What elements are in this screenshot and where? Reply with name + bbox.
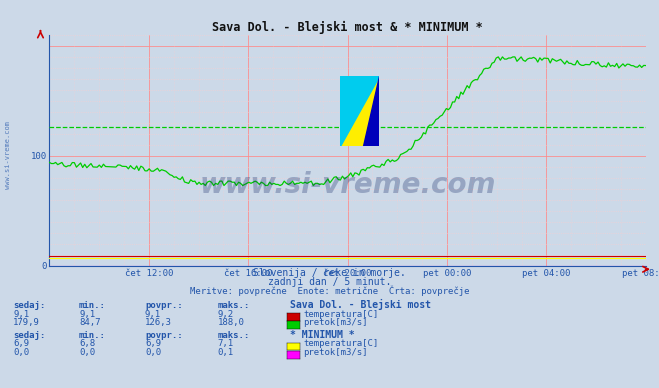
Text: 0,0: 0,0 [13, 348, 29, 357]
Polygon shape [363, 76, 379, 146]
Text: 0,1: 0,1 [217, 348, 233, 357]
Text: 188,0: 188,0 [217, 318, 244, 327]
Text: 9,1: 9,1 [13, 310, 29, 319]
Text: www.si-vreme.com: www.si-vreme.com [5, 121, 11, 189]
Text: 6,9: 6,9 [145, 340, 161, 348]
Text: 0,0: 0,0 [145, 348, 161, 357]
Text: zadnji dan / 5 minut.: zadnji dan / 5 minut. [268, 277, 391, 287]
Text: sedaj:: sedaj: [13, 301, 45, 310]
Text: pretok[m3/s]: pretok[m3/s] [303, 318, 368, 327]
Text: www.si-vreme.com: www.si-vreme.com [200, 171, 496, 199]
Text: pretok[m3/s]: pretok[m3/s] [303, 348, 368, 357]
Text: povpr.:: povpr.: [145, 331, 183, 340]
Text: Meritve: povprečne  Enote: metrične  Črta: povprečje: Meritve: povprečne Enote: metrične Črta:… [190, 286, 469, 296]
Text: * MINIMUM *: * MINIMUM * [290, 330, 355, 340]
Text: 126,3: 126,3 [145, 318, 172, 327]
Text: 9,2: 9,2 [217, 310, 233, 319]
Text: 0,0: 0,0 [79, 348, 95, 357]
Text: 179,9: 179,9 [13, 318, 40, 327]
Text: 6,8: 6,8 [79, 340, 95, 348]
Text: temperatura[C]: temperatura[C] [303, 340, 378, 348]
Text: 84,7: 84,7 [79, 318, 101, 327]
Text: maks.:: maks.: [217, 331, 250, 340]
Title: Sava Dol. - Blejski most & * MINIMUM *: Sava Dol. - Blejski most & * MINIMUM * [212, 21, 483, 34]
Text: 7,1: 7,1 [217, 340, 233, 348]
Text: min.:: min.: [79, 331, 106, 340]
Text: 9,1: 9,1 [145, 310, 161, 319]
Text: sedaj:: sedaj: [13, 331, 45, 340]
Text: povpr.:: povpr.: [145, 301, 183, 310]
Text: maks.:: maks.: [217, 301, 250, 310]
Polygon shape [340, 76, 379, 146]
Text: Sava Dol. - Blejski most: Sava Dol. - Blejski most [290, 300, 431, 310]
Text: Slovenija / reke in morje.: Slovenija / reke in morje. [253, 268, 406, 278]
Text: temperatura[C]: temperatura[C] [303, 310, 378, 319]
Text: 6,9: 6,9 [13, 340, 29, 348]
Polygon shape [340, 76, 379, 146]
Text: min.:: min.: [79, 301, 106, 310]
Text: 9,1: 9,1 [79, 310, 95, 319]
